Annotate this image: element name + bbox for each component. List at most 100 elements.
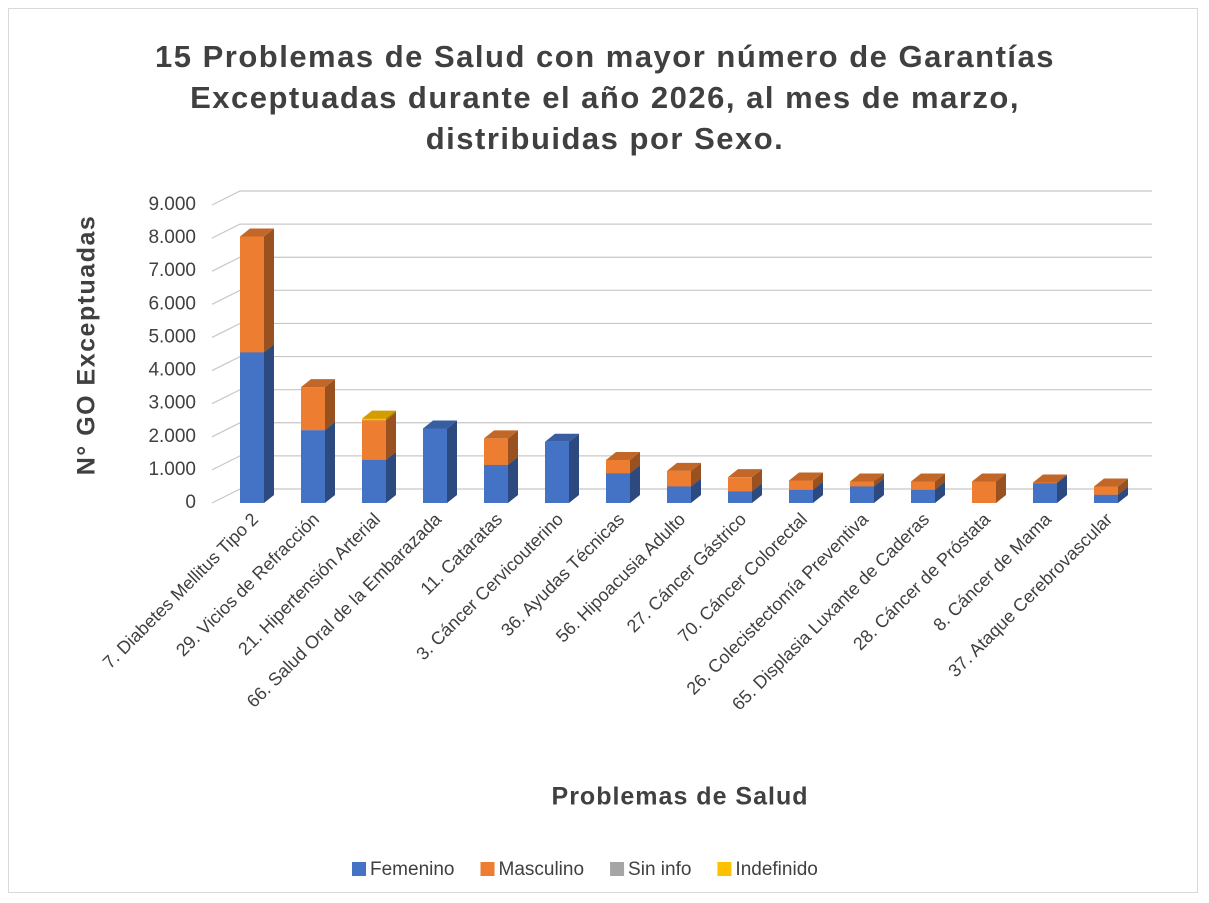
bar-front: [484, 438, 508, 465]
bar-side: [630, 465, 640, 503]
grid-line: [211, 355, 1152, 372]
chart-title: 15 Problemas de Salud con mayor número d…: [155, 39, 1055, 156]
y-tick-label: 0: [185, 492, 196, 513]
legend-swatch: [352, 862, 366, 876]
y-tick-label: 7.000: [148, 260, 196, 281]
y-tick-label: 9.000: [148, 194, 196, 215]
bar-front: [301, 387, 325, 431]
y-tick-label: 1.000: [148, 459, 196, 480]
grid-line: [211, 422, 1152, 438]
bar-front: [606, 473, 630, 503]
bar-segment: [667, 462, 701, 487]
bar-segment: [606, 451, 640, 474]
y-tick-label: 3.000: [148, 393, 196, 414]
bar-top: [728, 469, 762, 478]
bar-front: [850, 486, 874, 503]
bar-top: [484, 430, 518, 439]
bar-segment: [240, 228, 274, 353]
x-tick-label: 27. Cáncer Gástrico: [623, 509, 750, 636]
bar-side: [1118, 486, 1128, 503]
bar-front: [728, 491, 752, 503]
bar-front: [850, 481, 874, 487]
legend-label: Femenino: [370, 859, 455, 880]
bar-side: [325, 379, 335, 431]
bar-side: [691, 462, 701, 487]
bar-side: [1057, 474, 1067, 484]
bar-side: [386, 410, 396, 421]
bar-side: [752, 469, 762, 492]
bar-top: [240, 228, 274, 237]
bar-segment: [484, 430, 518, 465]
bar-segment: [728, 469, 762, 492]
bar-top: [972, 473, 1006, 482]
bar-top: [606, 451, 640, 460]
bar-front: [545, 441, 569, 503]
y-tick-label: 8.000: [148, 227, 196, 248]
legend-swatch: [610, 862, 625, 876]
y-axis-label: N° GO Exceptuadas: [73, 215, 101, 476]
grid-line: [211, 223, 1152, 239]
y-tick-label: 6.000: [148, 293, 196, 314]
bar-front: [789, 489, 813, 503]
bar-side: [386, 412, 396, 460]
legend-label: Sin info: [628, 859, 691, 880]
grid-line: [211, 322, 1152, 338]
bar-top: [423, 420, 457, 429]
bar-front: [911, 489, 935, 503]
bar-front: [1094, 486, 1118, 495]
bar-top: [850, 473, 884, 482]
bar-side: [935, 481, 945, 503]
bar-side: [630, 451, 640, 474]
bar-side: [996, 473, 1006, 503]
bar-front: [362, 418, 386, 421]
bar-side: [264, 228, 274, 353]
bar-top: [789, 472, 823, 481]
bar-side: [813, 472, 823, 490]
bar-side: [813, 481, 823, 503]
bar-segment: [789, 472, 823, 490]
bar-side: [325, 422, 335, 503]
bar-segment: [362, 410, 396, 421]
bar-top: [667, 462, 701, 471]
bar-side: [508, 456, 518, 503]
bar-segment: [1033, 474, 1067, 484]
bar-front: [423, 428, 447, 503]
legend-label: Indefinido: [735, 859, 817, 880]
bar-front: [240, 352, 264, 503]
bar-side: [264, 344, 274, 503]
bar-front: [301, 430, 325, 503]
bar-side: [508, 430, 518, 465]
bar-front: [667, 470, 691, 487]
grid-line: [211, 190, 1152, 206]
bar-segment: [911, 473, 945, 490]
bar-front: [1033, 482, 1057, 484]
y-tick-label: 5.000: [148, 326, 196, 347]
bar-front: [789, 480, 813, 490]
bar-top: [362, 410, 396, 419]
bar-segment: [423, 420, 457, 503]
bar-side: [1057, 475, 1067, 503]
bar-segment: [545, 433, 579, 503]
bar-front: [728, 477, 752, 492]
bar-segment: [1094, 478, 1128, 495]
bar-top: [301, 379, 335, 388]
grid-line: [211, 389, 1152, 405]
bar-front: [362, 459, 386, 503]
bar-side: [874, 478, 884, 503]
bar-segment: [240, 344, 274, 503]
y-tick-label: 2.000: [148, 426, 196, 447]
bar-front: [667, 486, 691, 503]
bar-side: [752, 483, 762, 503]
legend-label: Masculino: [499, 859, 585, 880]
bar-segment: [850, 473, 884, 487]
bar-segment: [301, 422, 335, 503]
bar-front: [484, 464, 508, 503]
bar-side: [1118, 478, 1128, 495]
bar-top: [1033, 474, 1067, 483]
grid-line: [211, 289, 1152, 305]
bar-side: [386, 451, 396, 503]
x-tick-label: 8. Cáncer de Mama: [929, 508, 1056, 635]
bar-segment: [301, 379, 335, 431]
bar-top: [1094, 478, 1128, 487]
